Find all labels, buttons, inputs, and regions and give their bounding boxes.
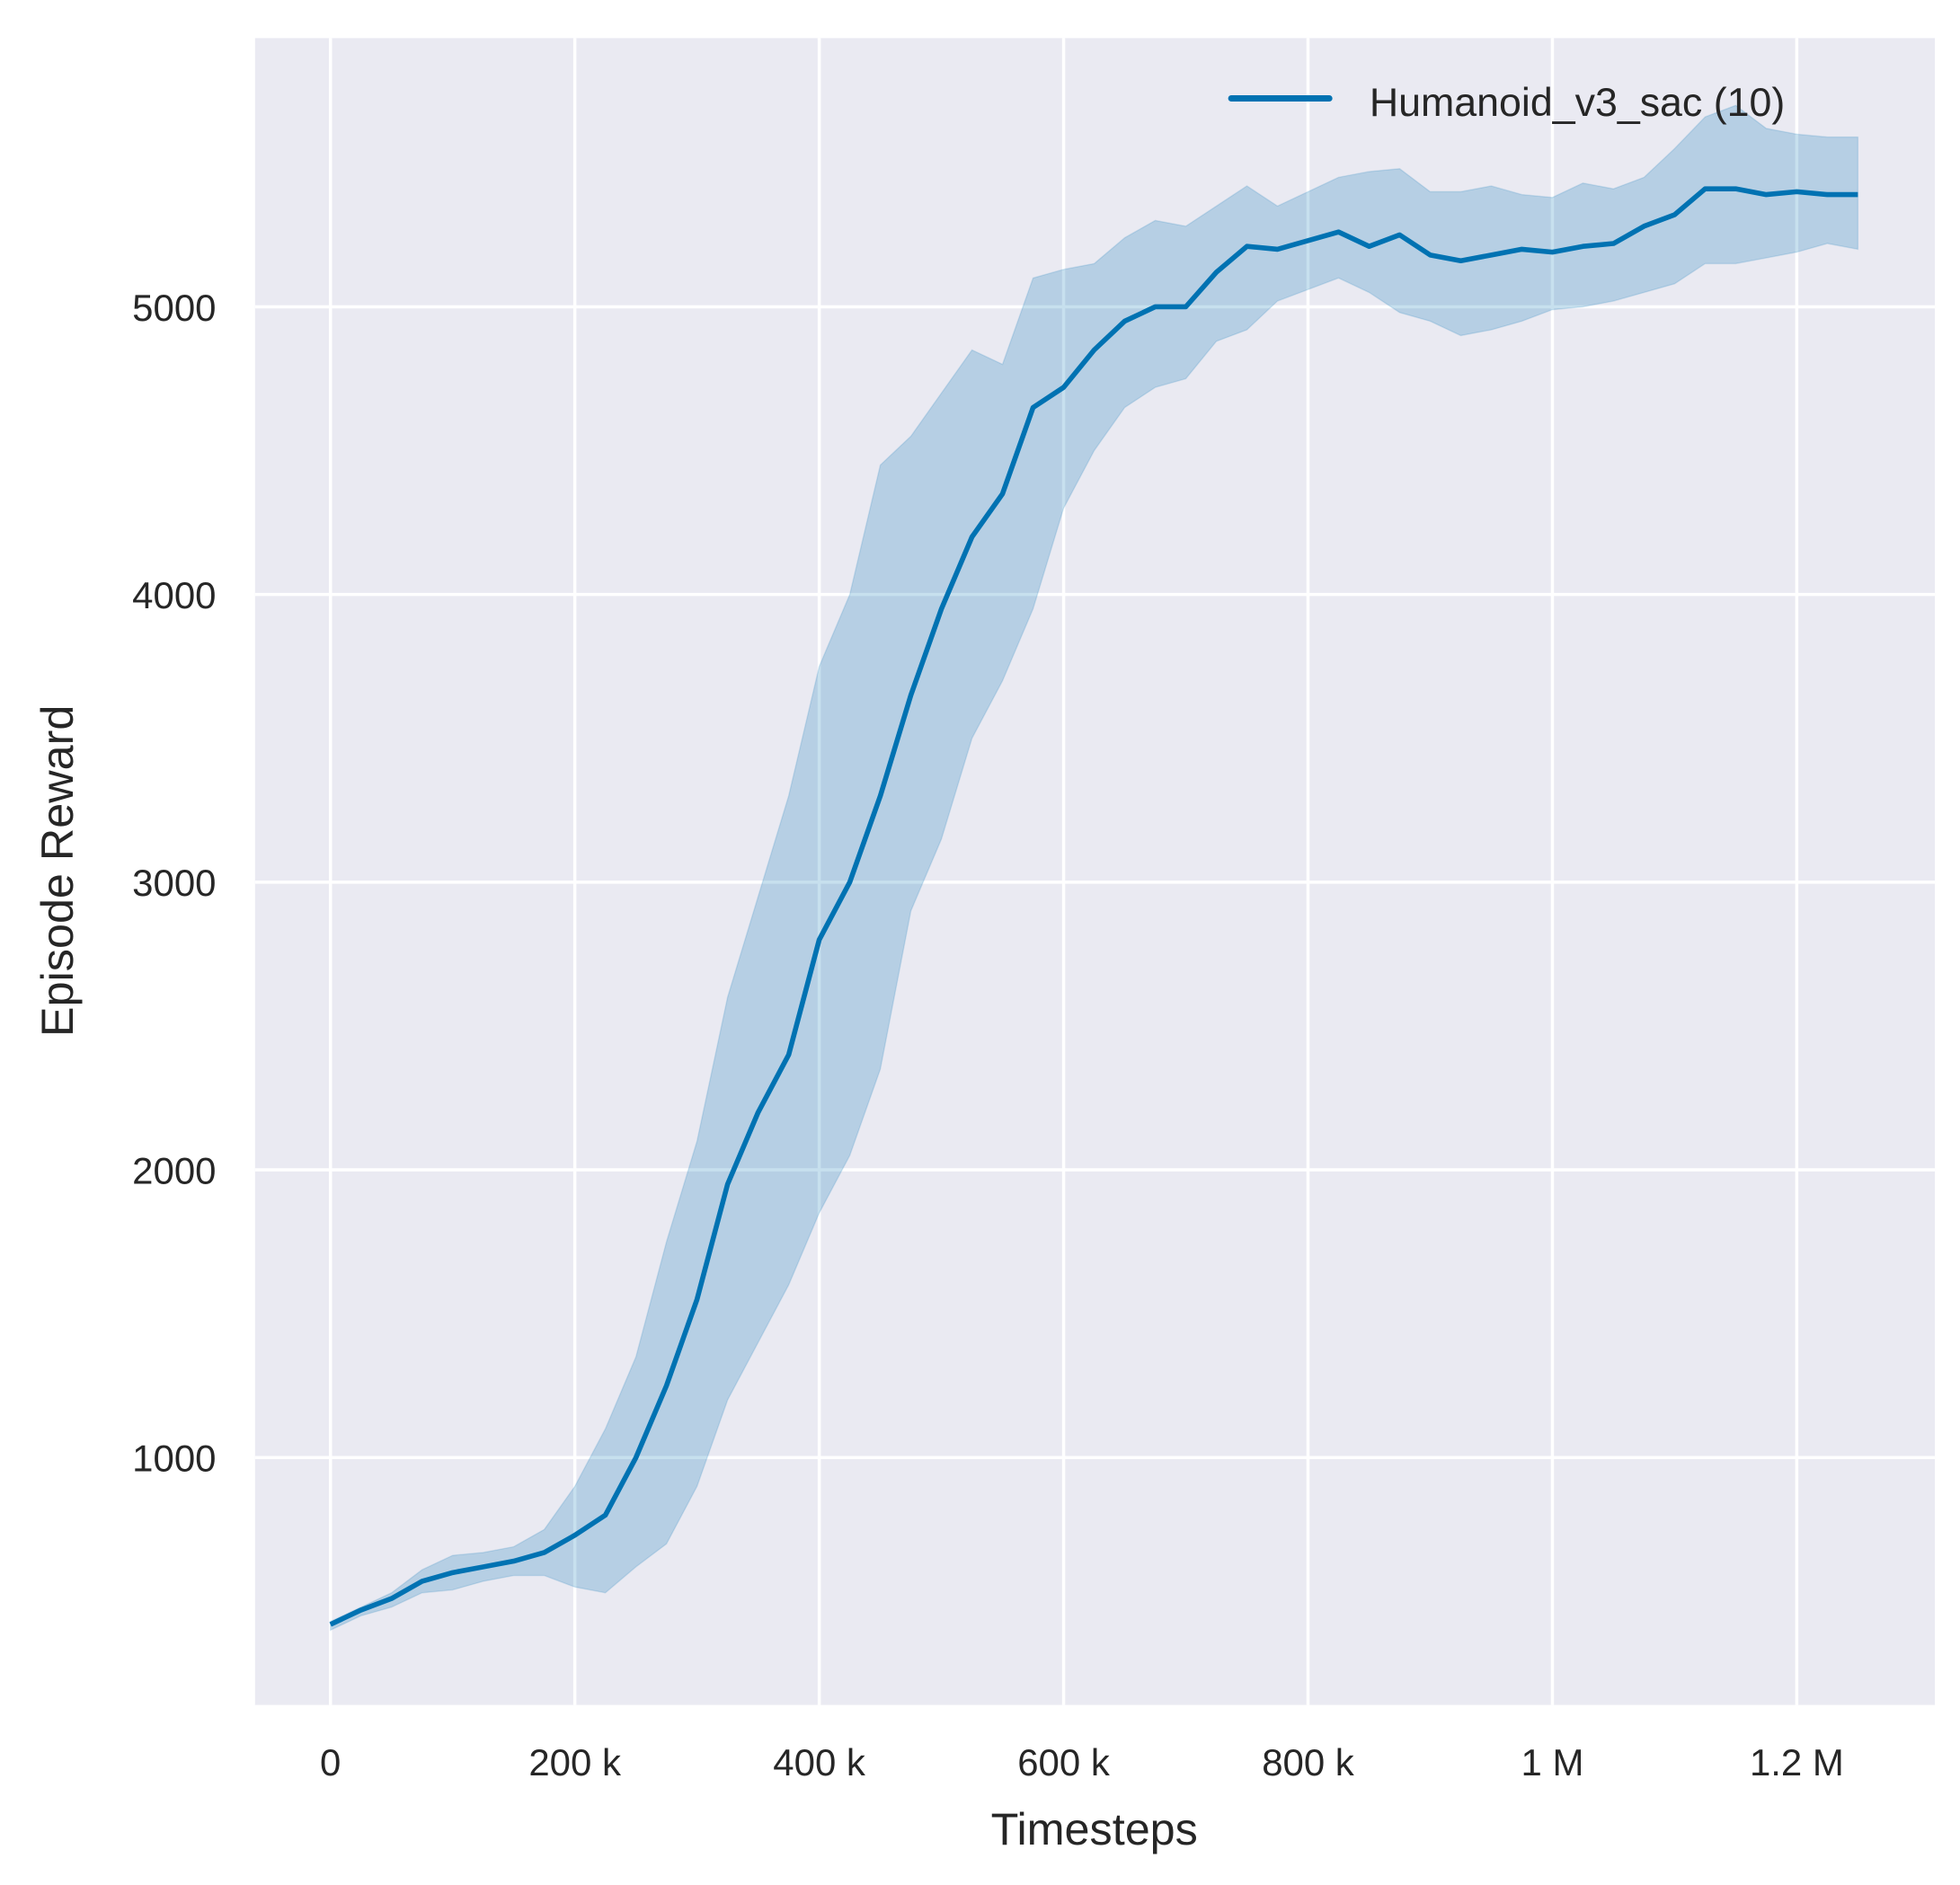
grid	[254, 38, 1936, 1705]
x-axis-label: Timesteps	[991, 1803, 1198, 1854]
legend: Humanoid_v3_sac (10)	[1228, 81, 1785, 125]
plot-background	[254, 38, 1936, 1705]
y-tick-label: 5000	[132, 287, 216, 329]
series-line	[329, 186, 1858, 1627]
x-tick-label: 600 k	[1017, 1741, 1111, 1783]
x-tick-label: 200 k	[528, 1741, 622, 1783]
y-tick-label: 3000	[132, 862, 216, 904]
y-axis-label: Episode Reward	[31, 705, 83, 1037]
legend-label: Humanoid_v3_sac (10)	[1370, 81, 1785, 125]
x-tick-label: 800 k	[1262, 1741, 1355, 1783]
y-ticks: 1000 2000 3000 4000 5000	[132, 287, 216, 1480]
y-tick-label: 1000	[132, 1438, 216, 1480]
x-tick-label: 1.2 M	[1750, 1741, 1844, 1783]
y-tick-label: 4000	[132, 574, 216, 616]
x-tick-label: 0	[320, 1741, 341, 1783]
x-tick-label: 1 M	[1521, 1741, 1583, 1783]
x-ticks: 0 200 k 400 k 600 k 800 k 1 M 1.2 M	[320, 1741, 1844, 1783]
y-tick-label: 2000	[132, 1149, 216, 1191]
x-tick-label: 400 k	[773, 1741, 866, 1783]
